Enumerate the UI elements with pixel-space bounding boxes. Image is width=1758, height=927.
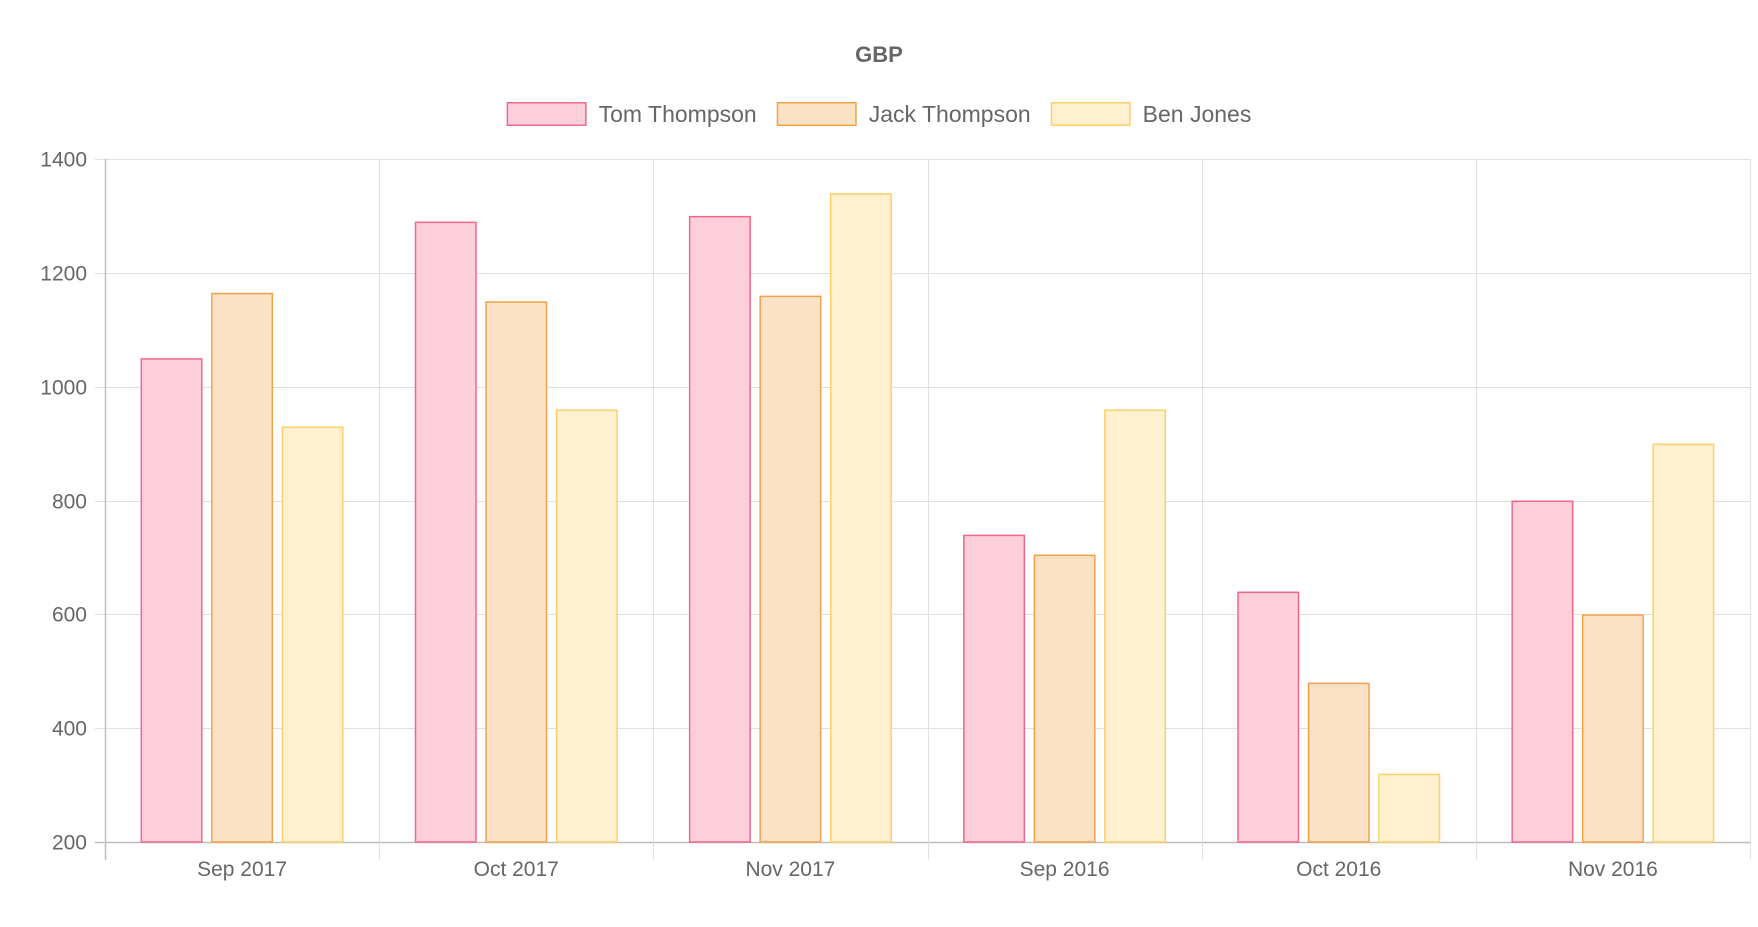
bar-ben-jones (829, 193, 892, 843)
y-tick-label: 1000 (40, 377, 87, 400)
bar-jack-thompson (759, 295, 822, 843)
x-tick-label: Nov 2017 (745, 858, 835, 881)
x-tick-label: Oct 2017 (474, 858, 559, 881)
legend-swatch[interactable] (1050, 102, 1131, 126)
legend-label: Ben Jones (1143, 101, 1252, 127)
bar-tom-thompson (1237, 591, 1300, 843)
bar-ben-jones (555, 409, 618, 843)
x-tick-label: Nov 2016 (1568, 858, 1658, 881)
x-tick-label: Sep 2017 (197, 858, 287, 881)
bar-ben-jones (1652, 443, 1715, 843)
x-tick-label: Sep 2016 (1020, 858, 1110, 881)
bars (140, 193, 1715, 843)
y-tick-label: 400 (52, 718, 87, 741)
bar-tom-thompson (414, 221, 477, 843)
bar-jack-thompson (1033, 554, 1096, 843)
legend-label: Tom Thompson (599, 101, 757, 127)
bar-tom-thompson (963, 534, 1026, 843)
bar-jack-thompson (485, 301, 548, 843)
y-tick-label: 200 (52, 832, 87, 855)
y-tick-label: 800 (52, 491, 87, 514)
y-tick-label: 600 (52, 604, 87, 627)
bar-ben-jones (1378, 773, 1441, 843)
legend-swatch[interactable] (506, 102, 587, 126)
bar-jack-thompson (211, 292, 274, 843)
y-tick-label: 1200 (40, 263, 87, 286)
bar-ben-jones (1104, 409, 1167, 843)
x-axis: Sep 2017 Oct 2017 Nov 2017 Sep 2016 Oct 2016… (197, 858, 1658, 881)
bar-jack-thompson (1307, 682, 1370, 843)
legend-label: Jack Thompson (869, 101, 1031, 127)
legend: Tom Thompson Jack Thompson Ben Jones (506, 101, 1252, 127)
bar-ben-jones (281, 426, 344, 843)
y-axis: 200 400 600 800 1000 1200 1400 (40, 149, 87, 855)
bar-jack-thompson (1581, 614, 1644, 843)
legend-swatch[interactable] (776, 102, 857, 126)
bar-tom-thompson (140, 358, 203, 843)
x-tick-label: Oct 2016 (1296, 858, 1381, 881)
grid-lines (95, 159, 1751, 860)
y-tick-label: 1400 (40, 149, 87, 172)
bar-tom-thompson (1511, 500, 1574, 843)
bar-tom-thompson (688, 215, 751, 843)
chart-title: GBP (855, 42, 903, 67)
